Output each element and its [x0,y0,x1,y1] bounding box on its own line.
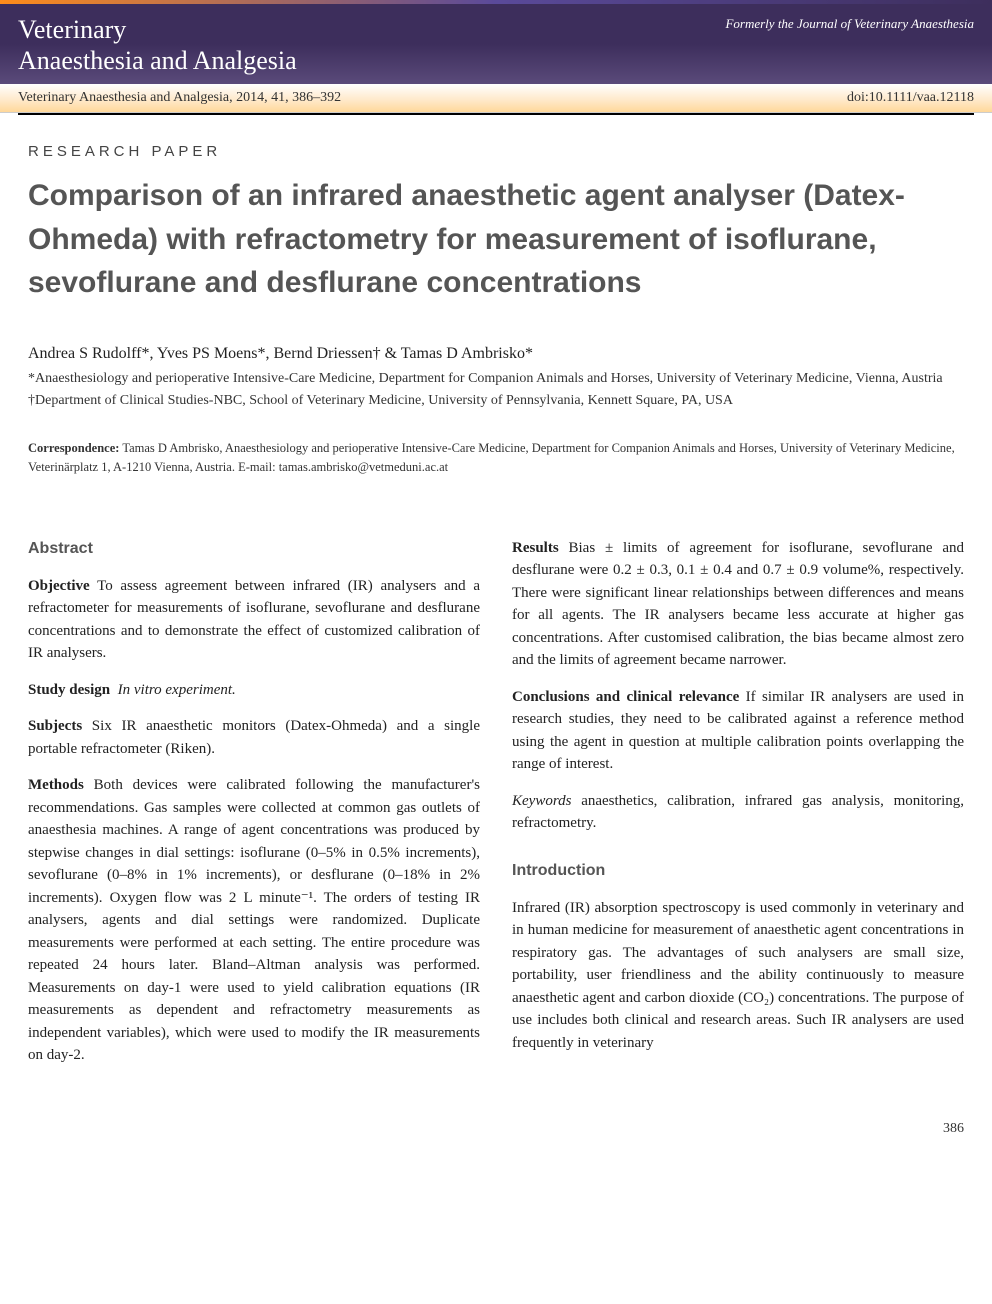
journal-name-line1: Veterinary [18,15,126,44]
methods-block: Methods Both devices were calibrated fol… [28,774,480,1067]
abstract-heading: Abstract [28,537,480,561]
conclusions-block: Conclusions and clinical relevance If si… [512,686,964,776]
study-design-label: Study design [28,682,110,698]
keywords-label: Keywords [512,793,571,809]
article-content: RESEARCH PAPER Comparison of an infrared… [0,143,992,1121]
paper-type-label: RESEARCH PAPER [28,143,964,160]
correspondence-text: Tamas D Ambrisko, Anaesthesiology and pe… [28,441,955,474]
right-column: Results Bias ± limits of agreement for i… [512,537,964,1081]
left-column: Abstract Objective To assess agreement b… [28,537,480,1081]
doi-text: doi:10.1111/vaa.12118 [847,90,974,106]
journal-name-line2: Anaesthesia and Analgesia [18,46,297,75]
results-label: Results [512,540,559,556]
subjects-text: Six IR anaesthetic monitors (Datex-Ohmed… [28,718,480,757]
keywords-block: Keywords anaesthetics, calibration, infr… [512,790,964,835]
objective-block: Objective To assess agreement between in… [28,575,480,665]
results-block: Results Bias ± limits of agreement for i… [512,537,964,672]
affiliation-2: †Department of Clinical Studies-NBC, Sch… [28,391,964,411]
journal-page: Veterinary Anaesthesia and Analgesia For… [0,0,992,1157]
subjects-label: Subjects [28,718,82,734]
authors-line: Andrea S Rudolff*, Yves PS Moens*, Bernd… [28,345,964,363]
journal-banner: Veterinary Anaesthesia and Analgesia For… [0,0,992,84]
correspondence-label: Correspondence: [28,441,119,455]
header-divider [18,113,974,115]
conclusions-label: Conclusions and clinical relevance [512,689,739,705]
objective-label: Objective [28,578,90,594]
study-design-text: In vitro experiment. [118,682,236,698]
objective-text: To assess agreement between infrared (IR… [28,578,480,662]
citation-text: Veterinary Anaesthesia and Analgesia, 20… [18,90,341,106]
study-design-block: Study design In vitro experiment. [28,679,480,702]
results-text: Bias ± limits of agreement for isofluran… [512,540,964,669]
introduction-text: Infrared (IR) absorption spectroscopy is… [512,897,964,1055]
subjects-block: Subjects Six IR anaesthetic monitors (Da… [28,715,480,760]
affiliation-1: *Anaesthesiology and perioperative Inten… [28,369,964,389]
methods-text: Both devices were calibrated following t… [28,777,480,1063]
citation-row: Veterinary Anaesthesia and Analgesia, 20… [0,84,992,113]
keywords-text: anaesthetics, calibration, infrared gas … [512,793,964,832]
page-number: 386 [0,1121,992,1157]
journal-formerly: Formerly the Journal of Veterinary Anaes… [725,16,974,32]
introduction-heading: Introduction [512,859,964,883]
article-title: Comparison of an infrared anaesthetic ag… [28,174,964,305]
correspondence: Correspondence: Tamas D Ambrisko, Anaest… [28,439,964,477]
methods-label: Methods [28,777,84,793]
two-column-body: Abstract Objective To assess agreement b… [28,537,964,1081]
